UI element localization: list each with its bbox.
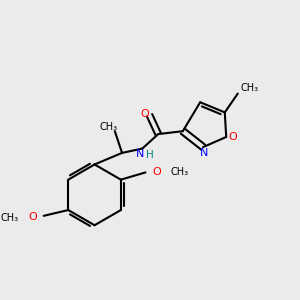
Text: O: O — [28, 212, 37, 222]
Text: CH₃: CH₃ — [170, 167, 188, 177]
Text: O: O — [140, 109, 149, 119]
Text: N: N — [200, 148, 208, 158]
Text: O: O — [152, 167, 161, 177]
Text: N: N — [136, 149, 144, 159]
Text: H: H — [146, 151, 153, 160]
Text: CH₃: CH₃ — [241, 83, 259, 93]
Text: CH₃: CH₃ — [1, 213, 19, 223]
Text: O: O — [228, 132, 237, 142]
Text: CH₃: CH₃ — [99, 122, 118, 132]
